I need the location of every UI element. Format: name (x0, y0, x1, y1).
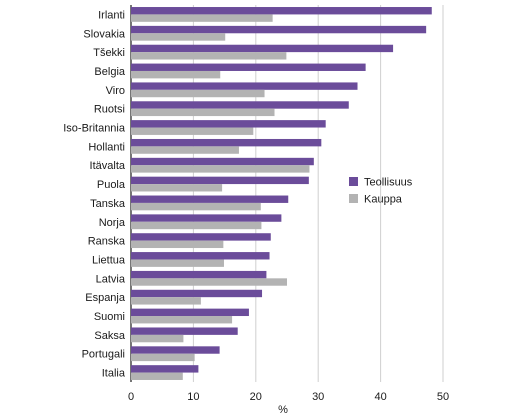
bar-saksa-kauppa (131, 334, 184, 343)
category-label: Itävalta (90, 160, 126, 172)
bar-slovakia-kauppa (131, 33, 226, 41)
bar-puola-kauppa (131, 184, 223, 192)
x-tick-label: 10 (187, 391, 199, 403)
bar-portugali-kauppa (131, 353, 195, 362)
bar-ruotsi-kauppa (131, 108, 275, 117)
category-labels: Irlanti Slovakia Tšekki Belgia Viro Ruotsi Iso… (63, 9, 126, 379)
category-label: Italia (102, 368, 126, 380)
category-label: Hollanti (88, 141, 125, 153)
category-label: Viro (106, 85, 125, 97)
bar-iso-britannia-kauppa (131, 127, 254, 135)
category-label: Norja (99, 217, 126, 229)
bar-puola-teollisuus (131, 176, 309, 185)
bar-tanska-teollisuus (131, 195, 289, 203)
x-tick-label: 0 (128, 391, 134, 403)
bar-iso-britannia-teollisuus (131, 120, 326, 128)
bar-belgia-teollisuus (131, 63, 366, 71)
category-label: Irlanti (98, 9, 125, 21)
bar-espanja-kauppa (131, 297, 201, 305)
bar-itävalta-kauppa (131, 165, 310, 173)
bar-norja-kauppa (131, 221, 262, 230)
bar-hollanti-kauppa (131, 146, 239, 154)
bar-tanska-kauppa (131, 202, 261, 211)
bar-liettua-teollisuus (131, 252, 270, 260)
legend-label-teollisuus: Teollisuus (364, 177, 413, 189)
category-label: Tšekki (93, 47, 125, 59)
x-tick-label: 30 (312, 391, 324, 403)
bar-ranska-kauppa (131, 240, 224, 249)
category-label: Portugali (82, 349, 125, 361)
bar-liettua-kauppa (131, 259, 224, 267)
legend: Teollisuus Kauppa (349, 177, 413, 206)
bar-viro-teollisuus (131, 82, 358, 90)
bar-itävalta-teollisuus (131, 157, 314, 166)
bar-saksa-teollisuus (131, 327, 238, 335)
category-label: Suomi (94, 311, 125, 323)
x-tick-label: 40 (374, 391, 386, 403)
bar-belgia-kauppa (131, 70, 221, 79)
bar-slovakia-teollisuus (131, 25, 427, 34)
bar-italia-kauppa (131, 372, 183, 380)
bar-viro-kauppa (131, 89, 265, 98)
category-label: Tanska (90, 198, 126, 210)
category-label: Slovakia (83, 28, 125, 40)
category-label: Puola (97, 179, 126, 191)
category-label: Ruotsi (94, 104, 125, 116)
category-label: Belgia (94, 66, 125, 78)
x-axis-ticks: 0 10 20 30 40 50 (128, 391, 449, 403)
category-label: Liettua (92, 254, 126, 266)
legend-swatch-kauppa (349, 194, 358, 203)
bar-latvia-kauppa (131, 278, 287, 286)
category-label: Saksa (94, 330, 125, 342)
bar-suomi-teollisuus (131, 308, 249, 317)
legend-swatch-teollisuus (349, 177, 358, 186)
bars-layer (131, 7, 432, 380)
x-axis-title: % (278, 404, 288, 416)
bar-suomi-kauppa (131, 316, 233, 324)
category-label: Espanja (85, 292, 126, 304)
category-label: Iso-Britannia (63, 123, 126, 135)
category-label: Ranska (88, 236, 126, 248)
bar-hollanti-teollisuus (131, 138, 322, 147)
bar-portugali-teollisuus (131, 346, 220, 354)
bar-norja-teollisuus (131, 214, 282, 222)
bar-irlanti-kauppa (131, 14, 273, 22)
bar-irlanti-teollisuus (131, 7, 432, 15)
bar-tšekki-kauppa (131, 52, 287, 60)
x-tick-label: 20 (250, 391, 262, 403)
bar-ruotsi-teollisuus (131, 101, 349, 109)
bar-espanja-teollisuus (131, 289, 263, 298)
legend-label-kauppa: Kauppa (364, 194, 403, 206)
x-tick-label: 50 (437, 391, 449, 403)
bar-latvia-teollisuus (131, 270, 267, 279)
bar-ranska-teollisuus (131, 233, 271, 241)
bar-tšekki-teollisuus (131, 44, 394, 53)
bar-italia-teollisuus (131, 365, 199, 373)
category-label: Latvia (96, 273, 126, 285)
